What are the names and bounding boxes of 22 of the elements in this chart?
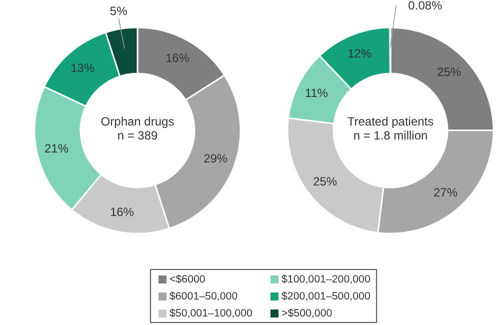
data-label: 5% [110,4,128,18]
text: n = 1.8 million [353,128,428,142]
data-label: 16% [165,50,190,65]
text: Orphan drugs [100,114,174,128]
data-label: 0.08% [408,0,443,12]
data-label: 27% [434,186,458,200]
legend-label: >$500,000 [282,308,332,320]
data-label: 25% [313,174,338,189]
data-label: 13% [70,61,95,76]
legend-label: $6001–50,000 [170,290,238,302]
text: n = 389 [117,128,158,142]
data-label: 25% [437,64,462,79]
legend-label: <$6000 [170,274,206,286]
data-label: 16% [110,205,134,220]
data-label: 12% [348,46,372,60]
legend-label: $200,001–500,000 [282,290,370,302]
data-label: 21% [44,142,69,156]
text: Treated patients [347,114,434,128]
data-label: 11% [304,86,328,100]
data-label: 29% [204,152,228,166]
legend-label: $100,001–200,000 [282,274,370,286]
legend-label: $50,001–100,000 [170,308,253,320]
